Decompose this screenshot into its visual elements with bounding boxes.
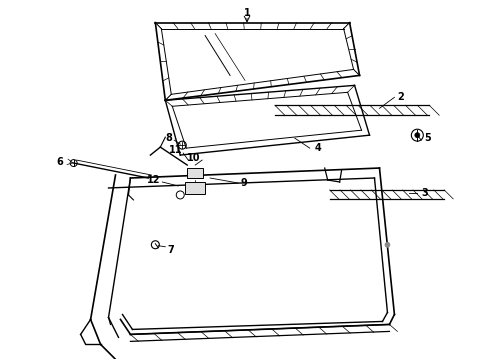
Text: 8: 8 <box>166 133 172 143</box>
Text: 11: 11 <box>169 145 182 155</box>
Text: 5: 5 <box>424 133 431 143</box>
Text: 3: 3 <box>421 188 428 198</box>
Text: 10: 10 <box>187 153 200 163</box>
Text: 6: 6 <box>56 157 63 167</box>
Circle shape <box>415 133 420 138</box>
Text: 9: 9 <box>240 178 247 188</box>
FancyBboxPatch shape <box>187 168 203 178</box>
Text: 1: 1 <box>244 8 250 18</box>
FancyBboxPatch shape <box>185 182 205 194</box>
Text: 4: 4 <box>315 143 321 153</box>
Circle shape <box>385 242 390 247</box>
Text: 12: 12 <box>147 175 160 185</box>
Text: 2: 2 <box>397 92 404 102</box>
Text: 7: 7 <box>167 245 174 255</box>
